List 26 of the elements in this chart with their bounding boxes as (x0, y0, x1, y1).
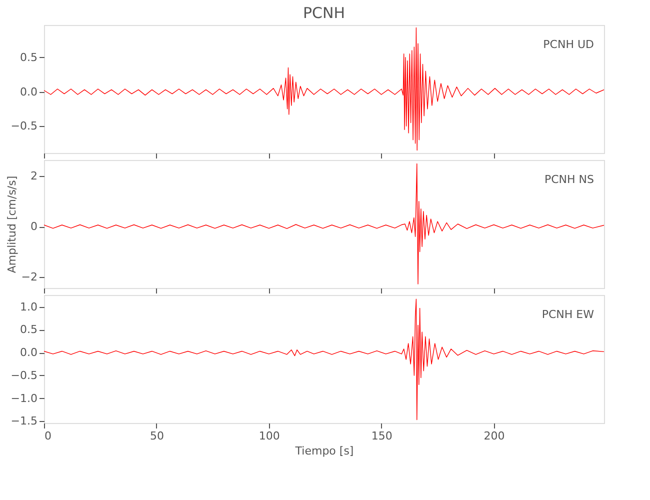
y-tick-label: 0.5 (20, 50, 38, 64)
y-tick-label: −0.5 (10, 120, 38, 133)
line-series (44, 27, 604, 151)
y-tick-label: −0.5 (10, 368, 38, 382)
x-tick-label: 150 (371, 430, 392, 442)
y-tick-label: 2 (30, 170, 38, 183)
y-tick-label: −2 (21, 270, 38, 284)
y-tick-label: 0.0 (20, 85, 38, 98)
y-tick-label: −1.0 (10, 392, 38, 405)
x-axis-title: Tiempo [s] (294, 444, 354, 458)
x-tick-label: 0 (44, 430, 52, 442)
annotation: PCNH UD (543, 38, 594, 51)
x-tick-label: 50 (150, 430, 164, 442)
y-tick-label: −1.5 (10, 414, 38, 428)
y-tick-label: 0.5 (20, 323, 38, 336)
line-series (44, 298, 604, 420)
y-axis-title: Amplitud [cm/s/s] (5, 176, 18, 274)
annotation: PCNH EW (542, 308, 594, 321)
line-series (44, 163, 604, 284)
x-tick-label: 100 (258, 430, 280, 442)
y-tick-label: 1.0 (20, 300, 38, 314)
y-tick-label: 0 (30, 220, 38, 234)
chart-title: PCNH (302, 4, 346, 22)
y-tick-label: 0.0 (20, 346, 38, 360)
x-tick-label: 200 (484, 430, 505, 442)
annotation: PCNH NS (544, 173, 594, 186)
